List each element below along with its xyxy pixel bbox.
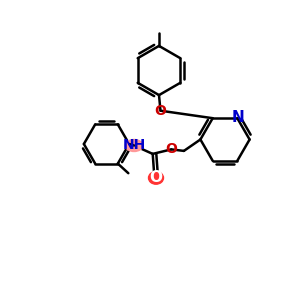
- Text: O: O: [149, 170, 163, 185]
- Text: O: O: [165, 142, 177, 156]
- Ellipse shape: [148, 172, 164, 184]
- Ellipse shape: [125, 140, 143, 152]
- Text: N: N: [232, 110, 244, 125]
- Text: NH: NH: [123, 138, 146, 152]
- Text: O: O: [154, 104, 166, 118]
